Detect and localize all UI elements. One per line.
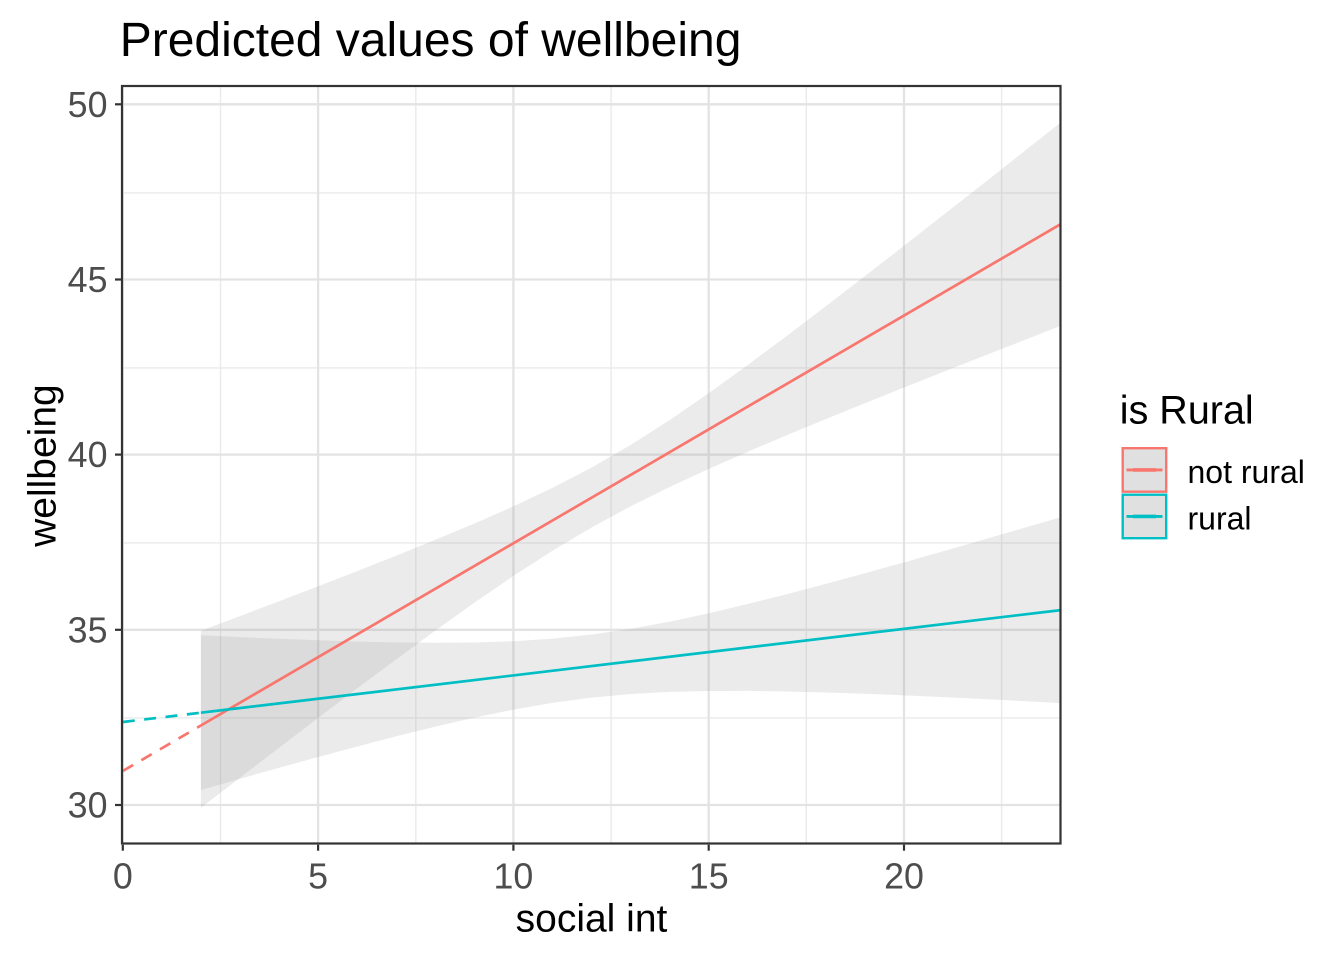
svg-text:20: 20: [884, 857, 924, 897]
svg-text:social int: social int: [516, 898, 668, 941]
svg-text:0: 0: [113, 857, 133, 897]
svg-text:45: 45: [68, 260, 108, 300]
svg-text:30: 30: [68, 786, 108, 826]
svg-text:Predicted values of wellbeing: Predicted values of wellbeing: [120, 14, 742, 67]
svg-text:10: 10: [493, 857, 533, 897]
svg-text:wellbeing: wellbeing: [22, 384, 65, 548]
svg-text:15: 15: [689, 857, 729, 897]
svg-text:40: 40: [68, 435, 108, 475]
svg-text:not rural: not rural: [1188, 454, 1305, 490]
svg-text:35: 35: [68, 610, 108, 650]
svg-text:5: 5: [308, 857, 328, 897]
svg-text:is Rural: is Rural: [1120, 389, 1254, 433]
svg-text:rural: rural: [1188, 501, 1252, 537]
svg-text:50: 50: [68, 85, 108, 125]
